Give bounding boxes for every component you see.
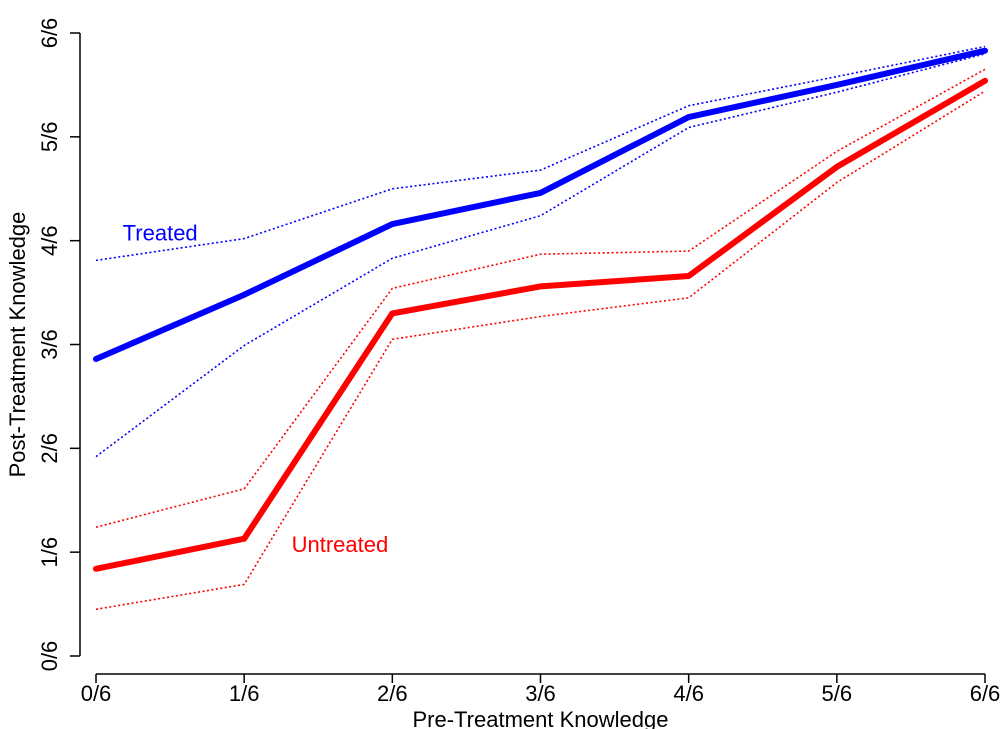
x-tick-label: 1/6 — [229, 681, 260, 706]
y-axis-title: Post-Treatment Knowledge — [5, 212, 30, 478]
y-tick-label: 6/6 — [37, 18, 62, 49]
x-axis-title: Pre-Treatment Knowledge — [413, 707, 669, 729]
y-tick-label: 5/6 — [37, 122, 62, 153]
untreated-annotation: Untreated — [292, 532, 389, 557]
treated-annotation: Treated — [123, 221, 198, 246]
y-tick-label: 0/6 — [37, 641, 62, 672]
confidence-band-treated-lower — [95, 53, 986, 458]
confidence-band-untreated-upper — [95, 68, 986, 528]
x-tick-label: 0/6 — [81, 681, 112, 706]
y-tick-label: 4/6 — [37, 225, 62, 256]
confidence-band-untreated-lower — [95, 90, 986, 611]
x-tick-label: 2/6 — [377, 681, 408, 706]
x-tick-label: 5/6 — [822, 681, 853, 706]
series-layer — [93, 45, 988, 611]
y-tick-label: 2/6 — [37, 433, 62, 464]
x-tick-label: 6/6 — [970, 681, 1001, 706]
y-tick-label: 1/6 — [37, 537, 62, 568]
axes: 0/6 1/6 2/6 3/6 4/6 5/6 6/6 0/6 1/6 2/6 3/6 4/6 5/6 6… — [37, 18, 1000, 706]
confidence-band-treated-upper — [95, 45, 986, 262]
series-line-untreated — [93, 77, 988, 572]
x-tick-label: 3/6 — [525, 681, 556, 706]
x-tick-label: 4/6 — [673, 681, 704, 706]
y-tick-label: 3/6 — [37, 329, 62, 360]
series-line-treated — [93, 47, 988, 362]
